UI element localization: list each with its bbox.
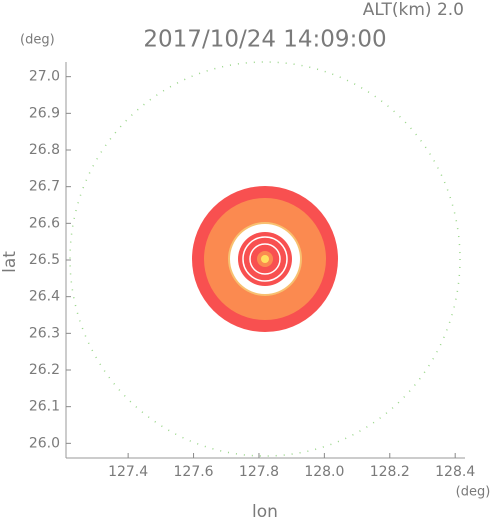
x-tick-label: 127.4 <box>108 464 148 480</box>
y-tick-label: 26.4 <box>29 289 60 305</box>
y-tick-label: 26.7 <box>29 179 60 195</box>
x-label: lon <box>252 502 278 521</box>
y-tick-label: 27.0 <box>29 69 60 85</box>
y-tick-label: 26.0 <box>29 435 60 451</box>
echo-inner-ring <box>242 236 288 282</box>
y-tick-label: 26.8 <box>29 142 60 158</box>
y-tick-label: 26.3 <box>29 325 60 341</box>
altitude-label: ALT(km) 2.0 <box>363 0 464 20</box>
x-tick-label: 128.4 <box>435 464 475 480</box>
x-tick-label: 128.0 <box>304 464 344 480</box>
y-tick-label: 26.6 <box>29 215 60 231</box>
y-tick-label: 26.5 <box>29 252 60 268</box>
x-unit: (deg) <box>456 485 491 500</box>
x-tick-label: 127.8 <box>239 464 279 480</box>
echo-center <box>261 255 269 263</box>
y-unit: (deg) <box>20 33 55 48</box>
y-label: lat <box>0 251 20 273</box>
y-tick-label: 26.1 <box>29 399 60 415</box>
x-tick-label: 128.2 <box>370 464 410 480</box>
echo-inner-ring <box>249 243 281 275</box>
chart-title: 2017/10/24 14:09:00 <box>143 27 386 53</box>
x-tick-label: 127.6 <box>174 464 214 480</box>
radar-echo <box>69 61 461 457</box>
y-tick-label: 26.2 <box>29 362 60 378</box>
y-tick-label: 26.9 <box>29 105 60 121</box>
range-circle <box>69 61 461 457</box>
